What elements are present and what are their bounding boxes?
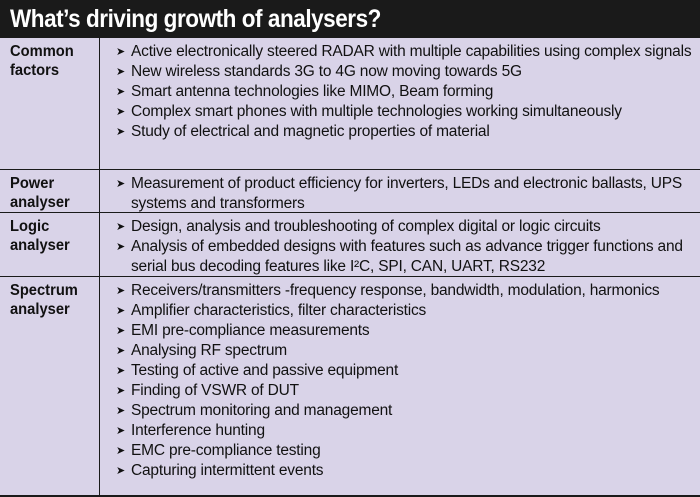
- list-item: ➤ Amplifier characteristics, filter chara…: [116, 301, 694, 321]
- list-item: ➤ Analysing RF spectrum: [116, 341, 694, 361]
- list-item: ➤ New wireless standards 3G to 4G now mov…: [116, 62, 694, 82]
- list-item: ➤ Receivers/transmitters -frequency respo…: [116, 281, 694, 301]
- row-label-line: analyser: [10, 301, 70, 318]
- list-item-text: Interference hunting: [131, 422, 265, 439]
- table-body: Common factors ➤ Active electronically stee…: [0, 38, 700, 496]
- row-label-line: analyser: [10, 237, 70, 254]
- list-item-text: Measurement of product efficiency for in…: [131, 175, 683, 212]
- list-item: ➤ Active electronically steered RADAR wit…: [116, 42, 694, 62]
- list-item: ➤ EMI pre-compliance measurements: [116, 321, 694, 341]
- arrow-bullet-icon: ➤: [116, 66, 126, 78]
- row-label-line: Logic: [10, 218, 50, 235]
- list-item: ➤ Finding of VSWR of DUT: [116, 381, 694, 401]
- list-item: ➤ Design, analysis and troubleshooting of…: [116, 217, 694, 237]
- list-item-text: Finding of VSWR of DUT: [131, 382, 299, 399]
- row-items: ➤ Receivers/transmitters -frequency respo…: [100, 277, 700, 496]
- arrow-bullet-icon: ➤: [116, 285, 126, 297]
- row-label-line: Power: [10, 175, 55, 192]
- table-row: Common factors ➤ Active electronically stee…: [0, 38, 700, 170]
- row-items: ➤ Active electronically steered RADAR wit…: [100, 38, 700, 169]
- list-item: ➤ Spectrum monitoring and management: [116, 401, 694, 421]
- list-item-text: Capturing intermittent events: [131, 462, 324, 479]
- arrow-bullet-icon: ➤: [116, 305, 126, 317]
- row-label-line: factors: [10, 62, 60, 79]
- arrow-bullet-icon: ➤: [116, 126, 126, 138]
- arrow-bullet-icon: ➤: [116, 241, 126, 253]
- list-item: ➤ Smart antenna technologies like MIMO, B…: [116, 82, 694, 102]
- list-item: ➤ Interference hunting: [116, 421, 694, 441]
- row-label-line: Spectrum: [10, 282, 78, 299]
- arrow-bullet-icon: ➤: [116, 46, 126, 58]
- table-row: Logic analyser ➤ Design, analysis and troub…: [0, 213, 700, 277]
- arrow-bullet-icon: ➤: [116, 325, 126, 337]
- arrow-bullet-icon: ➤: [116, 345, 126, 357]
- row-items: ➤ Design, analysis and troubleshooting of…: [100, 213, 700, 276]
- arrow-bullet-icon: ➤: [116, 465, 126, 477]
- arrow-bullet-icon: ➤: [116, 405, 126, 417]
- list-item-text: Amplifier characteristics, filter charac…: [131, 302, 427, 319]
- table-row: Power analyser ➤ Measurement of product eff…: [0, 170, 700, 213]
- list-item-text: EMI pre-compliance measurements: [131, 322, 370, 339]
- list-item: ➤ Complex smart phones with multiple tech…: [116, 102, 694, 122]
- row-label-line: Common: [10, 43, 74, 60]
- table-row: Spectrum analyser ➤ Receivers/transmitters …: [0, 277, 700, 496]
- row-label: Power analyser: [0, 170, 100, 212]
- arrow-bullet-icon: ➤: [116, 365, 126, 377]
- list-item-text: Analysis of embedded designs with featur…: [131, 238, 683, 275]
- title-bar: What’s driving growth of analysers?: [0, 0, 700, 38]
- row-label: Common factors: [0, 38, 100, 169]
- arrow-bullet-icon: ➤: [116, 221, 126, 233]
- list-item-text: Spectrum monitoring and management: [131, 402, 393, 419]
- list-item-text: Complex smart phones with multiple techn…: [131, 103, 622, 120]
- list-item-text: Receivers/transmitters -frequency respon…: [131, 282, 660, 299]
- arrow-bullet-icon: ➤: [116, 86, 126, 98]
- list-item-text: New wireless standards 3G to 4G now movi…: [131, 63, 522, 80]
- list-item: ➤ Analysis of embedded designs with featu…: [116, 237, 694, 277]
- list-item-text: Analysing RF spectrum: [131, 342, 288, 359]
- arrow-bullet-icon: ➤: [116, 178, 126, 190]
- list-item: ➤ EMC pre-compliance testing: [116, 441, 694, 461]
- list-item-text: EMC pre-compliance testing: [131, 442, 321, 459]
- list-item: ➤ Measurement of product efficiency for i…: [116, 174, 694, 214]
- list-item-text: Smart antenna technologies like MIMO, Be…: [131, 83, 494, 100]
- arrow-bullet-icon: ➤: [116, 425, 126, 437]
- row-label: Spectrum analyser: [0, 277, 100, 496]
- list-item-text: Active electronically steered RADAR with…: [131, 43, 692, 60]
- list-item: ➤ Study of electrical and magnetic proper…: [116, 122, 694, 142]
- page-title: What’s driving growth of analysers?: [10, 4, 381, 33]
- row-label: Logic analyser: [0, 213, 100, 276]
- list-item: ➤ Testing of active and passive equipment: [116, 361, 694, 381]
- arrow-bullet-icon: ➤: [116, 385, 126, 397]
- list-item-text: Testing of active and passive equipment: [131, 362, 399, 379]
- row-label-line: analyser: [10, 194, 70, 211]
- row-items: ➤ Measurement of product efficiency for i…: [100, 170, 700, 212]
- list-item-text: Design, analysis and troubleshooting of …: [131, 218, 601, 235]
- list-item: ➤ Capturing intermittent events: [116, 461, 694, 481]
- list-item-text: Study of electrical and magnetic propert…: [131, 123, 490, 140]
- arrow-bullet-icon: ➤: [116, 106, 126, 118]
- arrow-bullet-icon: ➤: [116, 445, 126, 457]
